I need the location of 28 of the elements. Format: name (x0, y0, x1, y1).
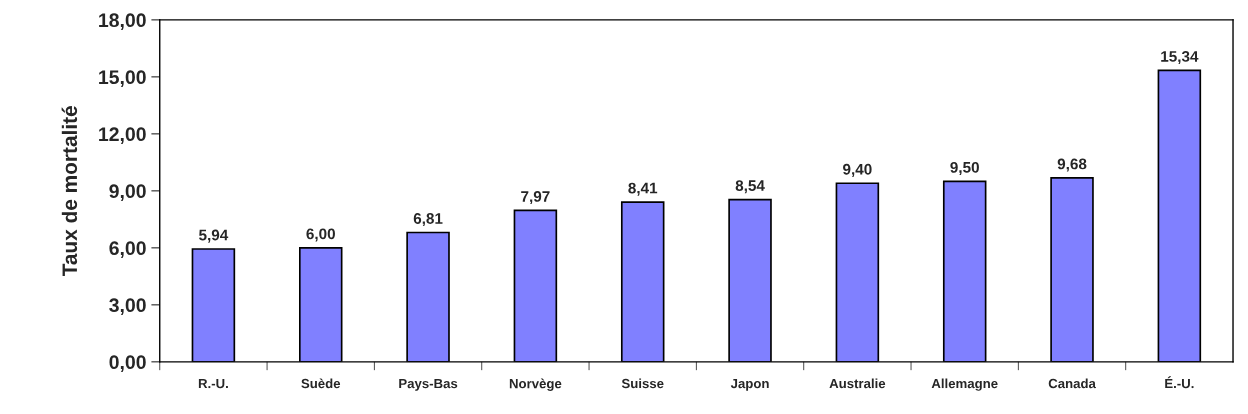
y-tick-label: 0,00 (109, 355, 146, 372)
x-tick-label: Pays-Bas (399, 378, 458, 391)
data-label: 15,34 (1161, 51, 1199, 65)
x-tick-label: Canada (1048, 378, 1096, 389)
y-tick-label: 18,00 (99, 13, 146, 30)
y-tick-label: 3,00 (109, 298, 146, 315)
y-tick-label: 6,00 (109, 241, 146, 258)
data-label: 9,50 (950, 161, 979, 175)
x-tick-label: É.-U. (1165, 376, 1194, 389)
data-label: 9,40 (843, 163, 872, 177)
x-tick-label: Japon (730, 378, 769, 391)
data-label: 9,68 (1057, 158, 1087, 172)
x-tick-label: Australie (829, 378, 886, 389)
data-label: 7,97 (521, 191, 550, 205)
x-tick-label: Suède (301, 378, 341, 389)
data-label: 6,81 (413, 213, 443, 227)
x-tick-label: R.-U. (198, 378, 228, 389)
y-axis-title: Taux de mortalité (61, 106, 78, 277)
x-tick-label: Norvège (509, 378, 562, 391)
data-label: 8,54 (735, 180, 765, 194)
y-tick-label: 12,00 (99, 127, 146, 144)
y-tick-label: 15,00 (99, 70, 146, 87)
data-label: 6,00 (306, 228, 335, 242)
data-label: 8,41 (628, 182, 658, 196)
data-label: 5,94 (199, 229, 229, 243)
y-tick-label: 9,00 (109, 184, 146, 201)
x-tick-label: Suisse (621, 378, 664, 389)
x-tick-label: Allemagne (931, 378, 998, 391)
